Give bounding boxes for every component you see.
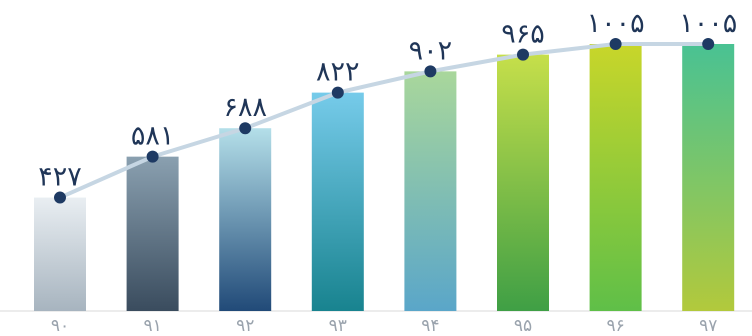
bar-0 — [34, 197, 86, 311]
value-label-1: ۵۸۱ — [131, 121, 175, 152]
data-point-0 — [54, 191, 66, 204]
bar-2 — [219, 128, 272, 311]
data-point-3 — [331, 86, 344, 99]
bar-3 — [311, 92, 364, 311]
bar-5 — [497, 54, 549, 312]
x-tick-label-0: ۹۰ — [51, 316, 69, 336]
data-point-5 — [517, 48, 529, 61]
x-tick-label-4: ۹۴ — [421, 316, 439, 336]
bar-7 — [682, 44, 735, 311]
data-point-4 — [424, 65, 437, 78]
x-tick-label-2: ۹۲ — [236, 316, 254, 336]
bar-1 — [126, 156, 179, 311]
x-tick-label-3: ۹۳ — [329, 316, 347, 336]
x-tick-label-5: ۹۵ — [514, 316, 532, 336]
value-label-6: ۱۰۰۵ — [587, 8, 645, 39]
value-label-0: ۴۲۷ — [38, 162, 82, 193]
bar-6 — [589, 44, 642, 311]
value-label-5: ۹۶۵ — [501, 19, 545, 50]
data-point-6 — [609, 38, 622, 50]
data-point-7 — [702, 38, 715, 50]
value-label-2: ۶۸۸ — [223, 92, 267, 123]
value-label-4: ۹۰۲ — [409, 35, 453, 66]
data-point-2 — [239, 122, 252, 135]
x-tick-label-1: ۹۱ — [143, 316, 161, 336]
x-tick-label-6: ۹۶ — [606, 316, 624, 336]
value-label-7: ۱۰۰۵ — [679, 8, 737, 39]
value-label-3: ۸۲۲ — [316, 57, 360, 88]
trend-line — [59, 42, 709, 200]
x-tick-label-7: ۹۷ — [699, 316, 717, 336]
bar-4 — [404, 71, 457, 311]
data-point-1 — [146, 150, 159, 163]
